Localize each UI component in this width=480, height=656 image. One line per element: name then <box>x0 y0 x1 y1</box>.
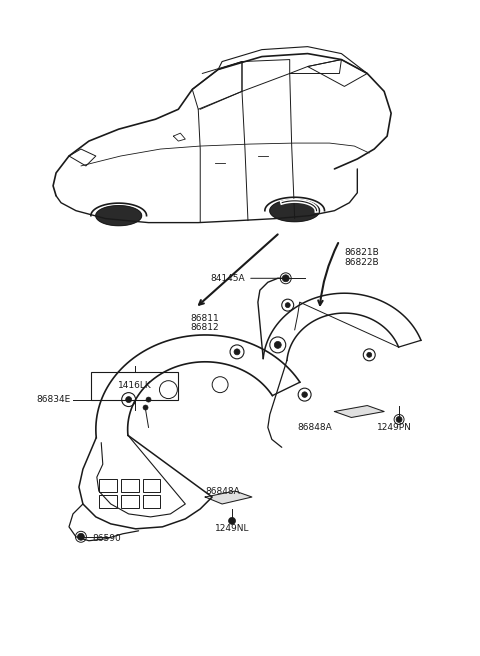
Circle shape <box>282 275 289 282</box>
Circle shape <box>146 397 151 402</box>
Text: 86821B: 86821B <box>344 248 379 257</box>
Text: 86848A: 86848A <box>205 487 240 495</box>
Bar <box>99 479 117 492</box>
Circle shape <box>285 302 290 308</box>
Circle shape <box>367 352 372 358</box>
Circle shape <box>274 341 281 348</box>
Text: 86590: 86590 <box>93 534 121 543</box>
Text: 1416LK: 1416LK <box>118 381 152 390</box>
Circle shape <box>143 405 148 410</box>
Text: 86811: 86811 <box>190 314 219 323</box>
Bar <box>143 479 160 492</box>
Text: 1249NL: 1249NL <box>215 524 250 533</box>
Bar <box>143 495 160 508</box>
Polygon shape <box>270 199 320 222</box>
Polygon shape <box>96 206 142 226</box>
Text: 84145A: 84145A <box>210 274 245 283</box>
Text: 86812: 86812 <box>190 323 219 333</box>
Circle shape <box>396 417 402 422</box>
Circle shape <box>126 397 132 403</box>
Bar <box>99 495 117 508</box>
Bar <box>91 372 179 400</box>
Circle shape <box>302 392 307 398</box>
Text: 86822B: 86822B <box>344 258 379 267</box>
Polygon shape <box>335 405 384 417</box>
Circle shape <box>228 518 236 524</box>
Text: 86834E: 86834E <box>37 395 71 404</box>
Circle shape <box>77 533 84 541</box>
Circle shape <box>234 349 240 355</box>
Bar <box>120 479 139 492</box>
Text: 86848A: 86848A <box>298 423 333 432</box>
Text: 1249PN: 1249PN <box>377 423 412 432</box>
Polygon shape <box>205 491 252 504</box>
Bar <box>120 495 139 508</box>
